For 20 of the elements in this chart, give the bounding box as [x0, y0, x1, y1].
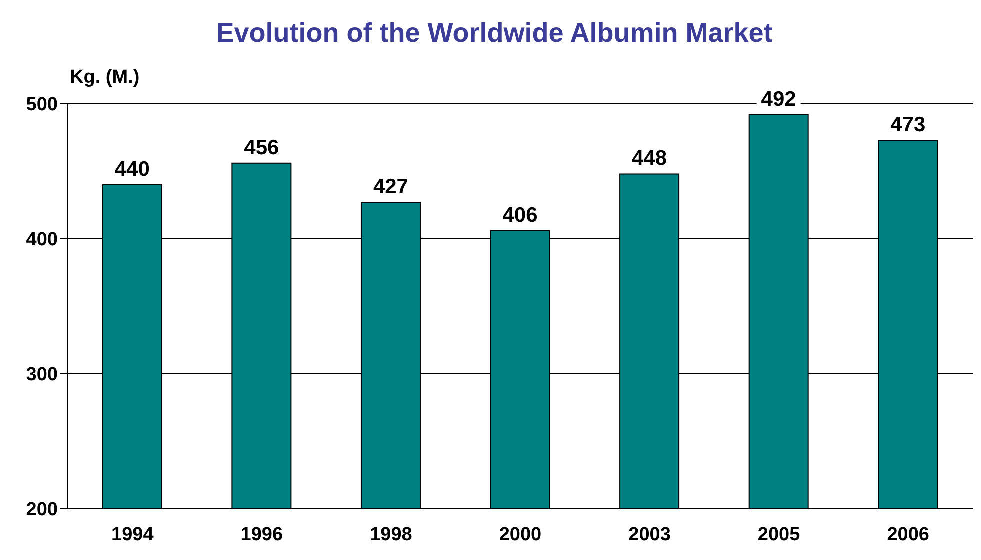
- x-tick-label: 2000: [499, 524, 542, 546]
- x-tick-label: 1996: [240, 524, 284, 546]
- y-tick-label: 300: [26, 364, 58, 386]
- chart-title: Evolution of the Worldwide Albumin Market: [215, 18, 774, 49]
- x-tick-label: 1994: [112, 524, 154, 546]
- data-label: 427: [373, 176, 408, 199]
- data-label: 440: [114, 158, 150, 181]
- data-label: 448: [632, 147, 668, 170]
- x-tick-label: 2006: [887, 524, 930, 546]
- data-label: 473: [890, 113, 926, 136]
- data-label: 406: [502, 204, 538, 227]
- y-tick-label: 200: [26, 500, 58, 521]
- data-label: 456: [244, 136, 280, 160]
- data-label: 492: [761, 88, 796, 111]
- x-tick-label: 1998: [370, 524, 412, 546]
- y-tick-label: 400: [26, 230, 58, 251]
- y-axis-title: Kg. (M.): [70, 67, 140, 89]
- y-tick-label: 500: [26, 94, 58, 116]
- x-tick-label: 2003: [628, 524, 671, 546]
- x-tick-label: 2005: [758, 524, 801, 546]
